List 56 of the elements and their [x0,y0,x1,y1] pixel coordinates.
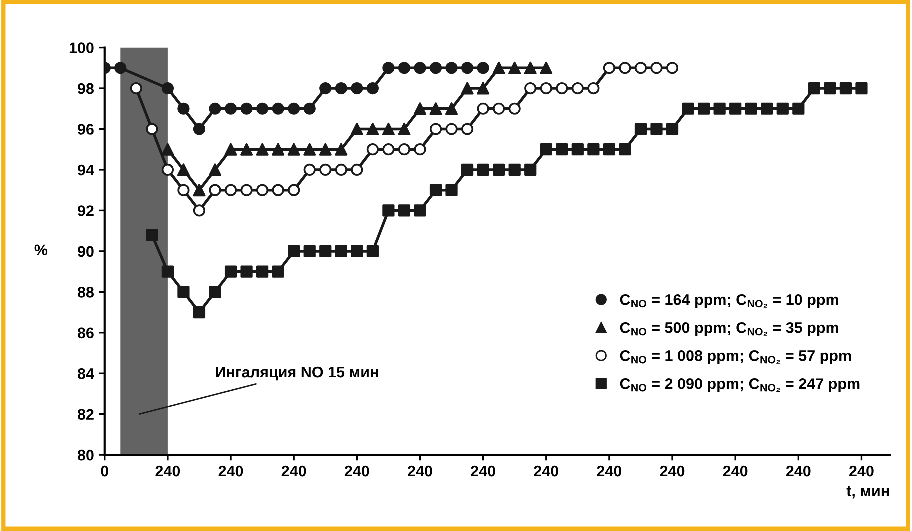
point [477,82,490,95]
point [335,143,348,156]
point [256,143,269,156]
x-tick-label: 240 [408,466,432,477]
legend-label: C$_{NO}$ = 2 090 ppm; C$_{NO₂}$ = 247 ppm [620,378,860,392]
x-tick-label: 240 [156,466,180,477]
y-tick-label: 88 [78,287,94,298]
point [162,143,174,156]
point [382,122,395,136]
point [350,122,364,136]
x-tick-label: 240 [597,466,622,477]
point [240,143,254,156]
point [193,184,206,197]
y-tick-label: 82 [78,409,94,420]
legend-label: C$_{NO}$ = 500 ppm; C$_{NO₂}$ = 35 ppm [620,322,838,336]
point [508,62,522,74]
point [177,164,190,176]
x-tick-label: 240 [723,466,748,477]
x-tick-label: 240 [534,466,558,477]
y-tick-label: 84 [78,368,94,380]
x-tick-label: 240 [344,466,370,477]
point [414,102,427,116]
x-tick-label: 0 [101,466,109,477]
y-tick-label: 92 [78,206,94,216]
point [319,143,332,156]
x-tick-label: 240 [218,466,244,477]
y-tick-label: 100 [70,42,94,54]
y-tick-label: 98 [78,83,94,94]
x-tick-label: 240 [471,466,496,477]
y-tick-label: 90 [78,246,94,258]
point [288,143,300,156]
legend-label: C$_{NO}$ = 1 008 ppm; C$_{NO₂}$ = 57 ppm [620,350,852,364]
point [461,82,474,95]
x-tick-label: 240 [282,466,306,477]
y-axis-title: % [34,244,48,256]
y-tick-label: 96 [78,124,94,135]
x-tick-label: 240 [660,466,685,477]
point [445,102,458,116]
y-tick-label: 94 [78,164,94,176]
annotation: Ингаляция NO 15 мин [216,366,378,381]
y-tick-label: 86 [78,328,94,339]
point [272,143,285,156]
point [304,143,316,156]
point [540,62,553,74]
legend-label: C$_{NO}$ = 164 ppm; C$_{NO₂}$ = 10 ppm [620,294,838,308]
point [398,122,411,136]
y-tick-label: 80 [78,450,94,461]
x-tick-label: 240 [786,466,811,477]
point [492,62,506,74]
point [524,62,537,74]
point [208,164,222,176]
point [430,102,442,116]
x-axis-title: t, мин [846,486,890,499]
point [366,122,380,136]
x-tick-label: 240 [850,466,874,477]
point [224,143,238,156]
